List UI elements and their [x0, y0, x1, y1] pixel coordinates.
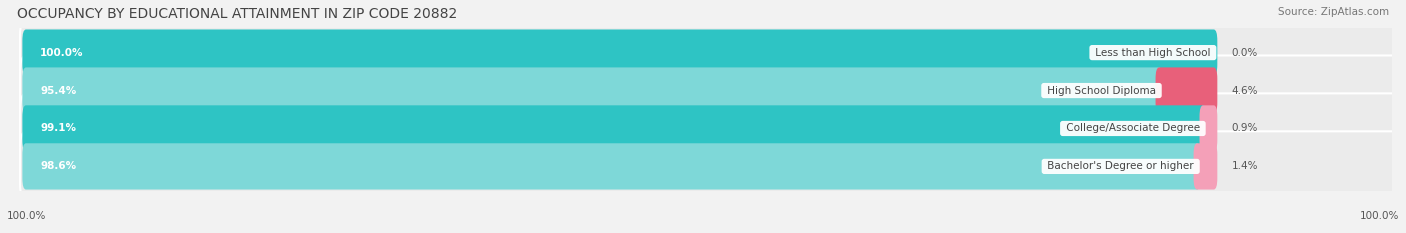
- Text: College/Associate Degree: College/Associate Degree: [1063, 123, 1204, 134]
- FancyBboxPatch shape: [22, 143, 1201, 189]
- Text: 1.4%: 1.4%: [1232, 161, 1258, 171]
- Text: Less than High School: Less than High School: [1092, 48, 1213, 58]
- FancyBboxPatch shape: [1156, 67, 1218, 114]
- FancyBboxPatch shape: [1199, 105, 1218, 152]
- Text: 100.0%: 100.0%: [7, 211, 46, 221]
- Text: 4.6%: 4.6%: [1232, 86, 1258, 96]
- Text: 100.0%: 100.0%: [41, 48, 84, 58]
- Text: Bachelor's Degree or higher: Bachelor's Degree or higher: [1045, 161, 1197, 171]
- FancyBboxPatch shape: [22, 105, 1206, 152]
- Text: 95.4%: 95.4%: [41, 86, 76, 96]
- Text: 0.0%: 0.0%: [1232, 48, 1258, 58]
- Text: Source: ZipAtlas.com: Source: ZipAtlas.com: [1278, 7, 1389, 17]
- FancyBboxPatch shape: [1194, 143, 1218, 189]
- FancyBboxPatch shape: [22, 67, 1163, 114]
- FancyBboxPatch shape: [20, 55, 1398, 126]
- Text: 0.9%: 0.9%: [1232, 123, 1258, 134]
- FancyBboxPatch shape: [20, 93, 1398, 164]
- FancyBboxPatch shape: [20, 131, 1398, 202]
- FancyBboxPatch shape: [20, 17, 1398, 88]
- Text: 100.0%: 100.0%: [1360, 211, 1399, 221]
- FancyBboxPatch shape: [22, 30, 1218, 76]
- Text: High School Diploma: High School Diploma: [1043, 86, 1159, 96]
- Text: 98.6%: 98.6%: [41, 161, 76, 171]
- Text: OCCUPANCY BY EDUCATIONAL ATTAINMENT IN ZIP CODE 20882: OCCUPANCY BY EDUCATIONAL ATTAINMENT IN Z…: [17, 7, 457, 21]
- Text: 99.1%: 99.1%: [41, 123, 76, 134]
